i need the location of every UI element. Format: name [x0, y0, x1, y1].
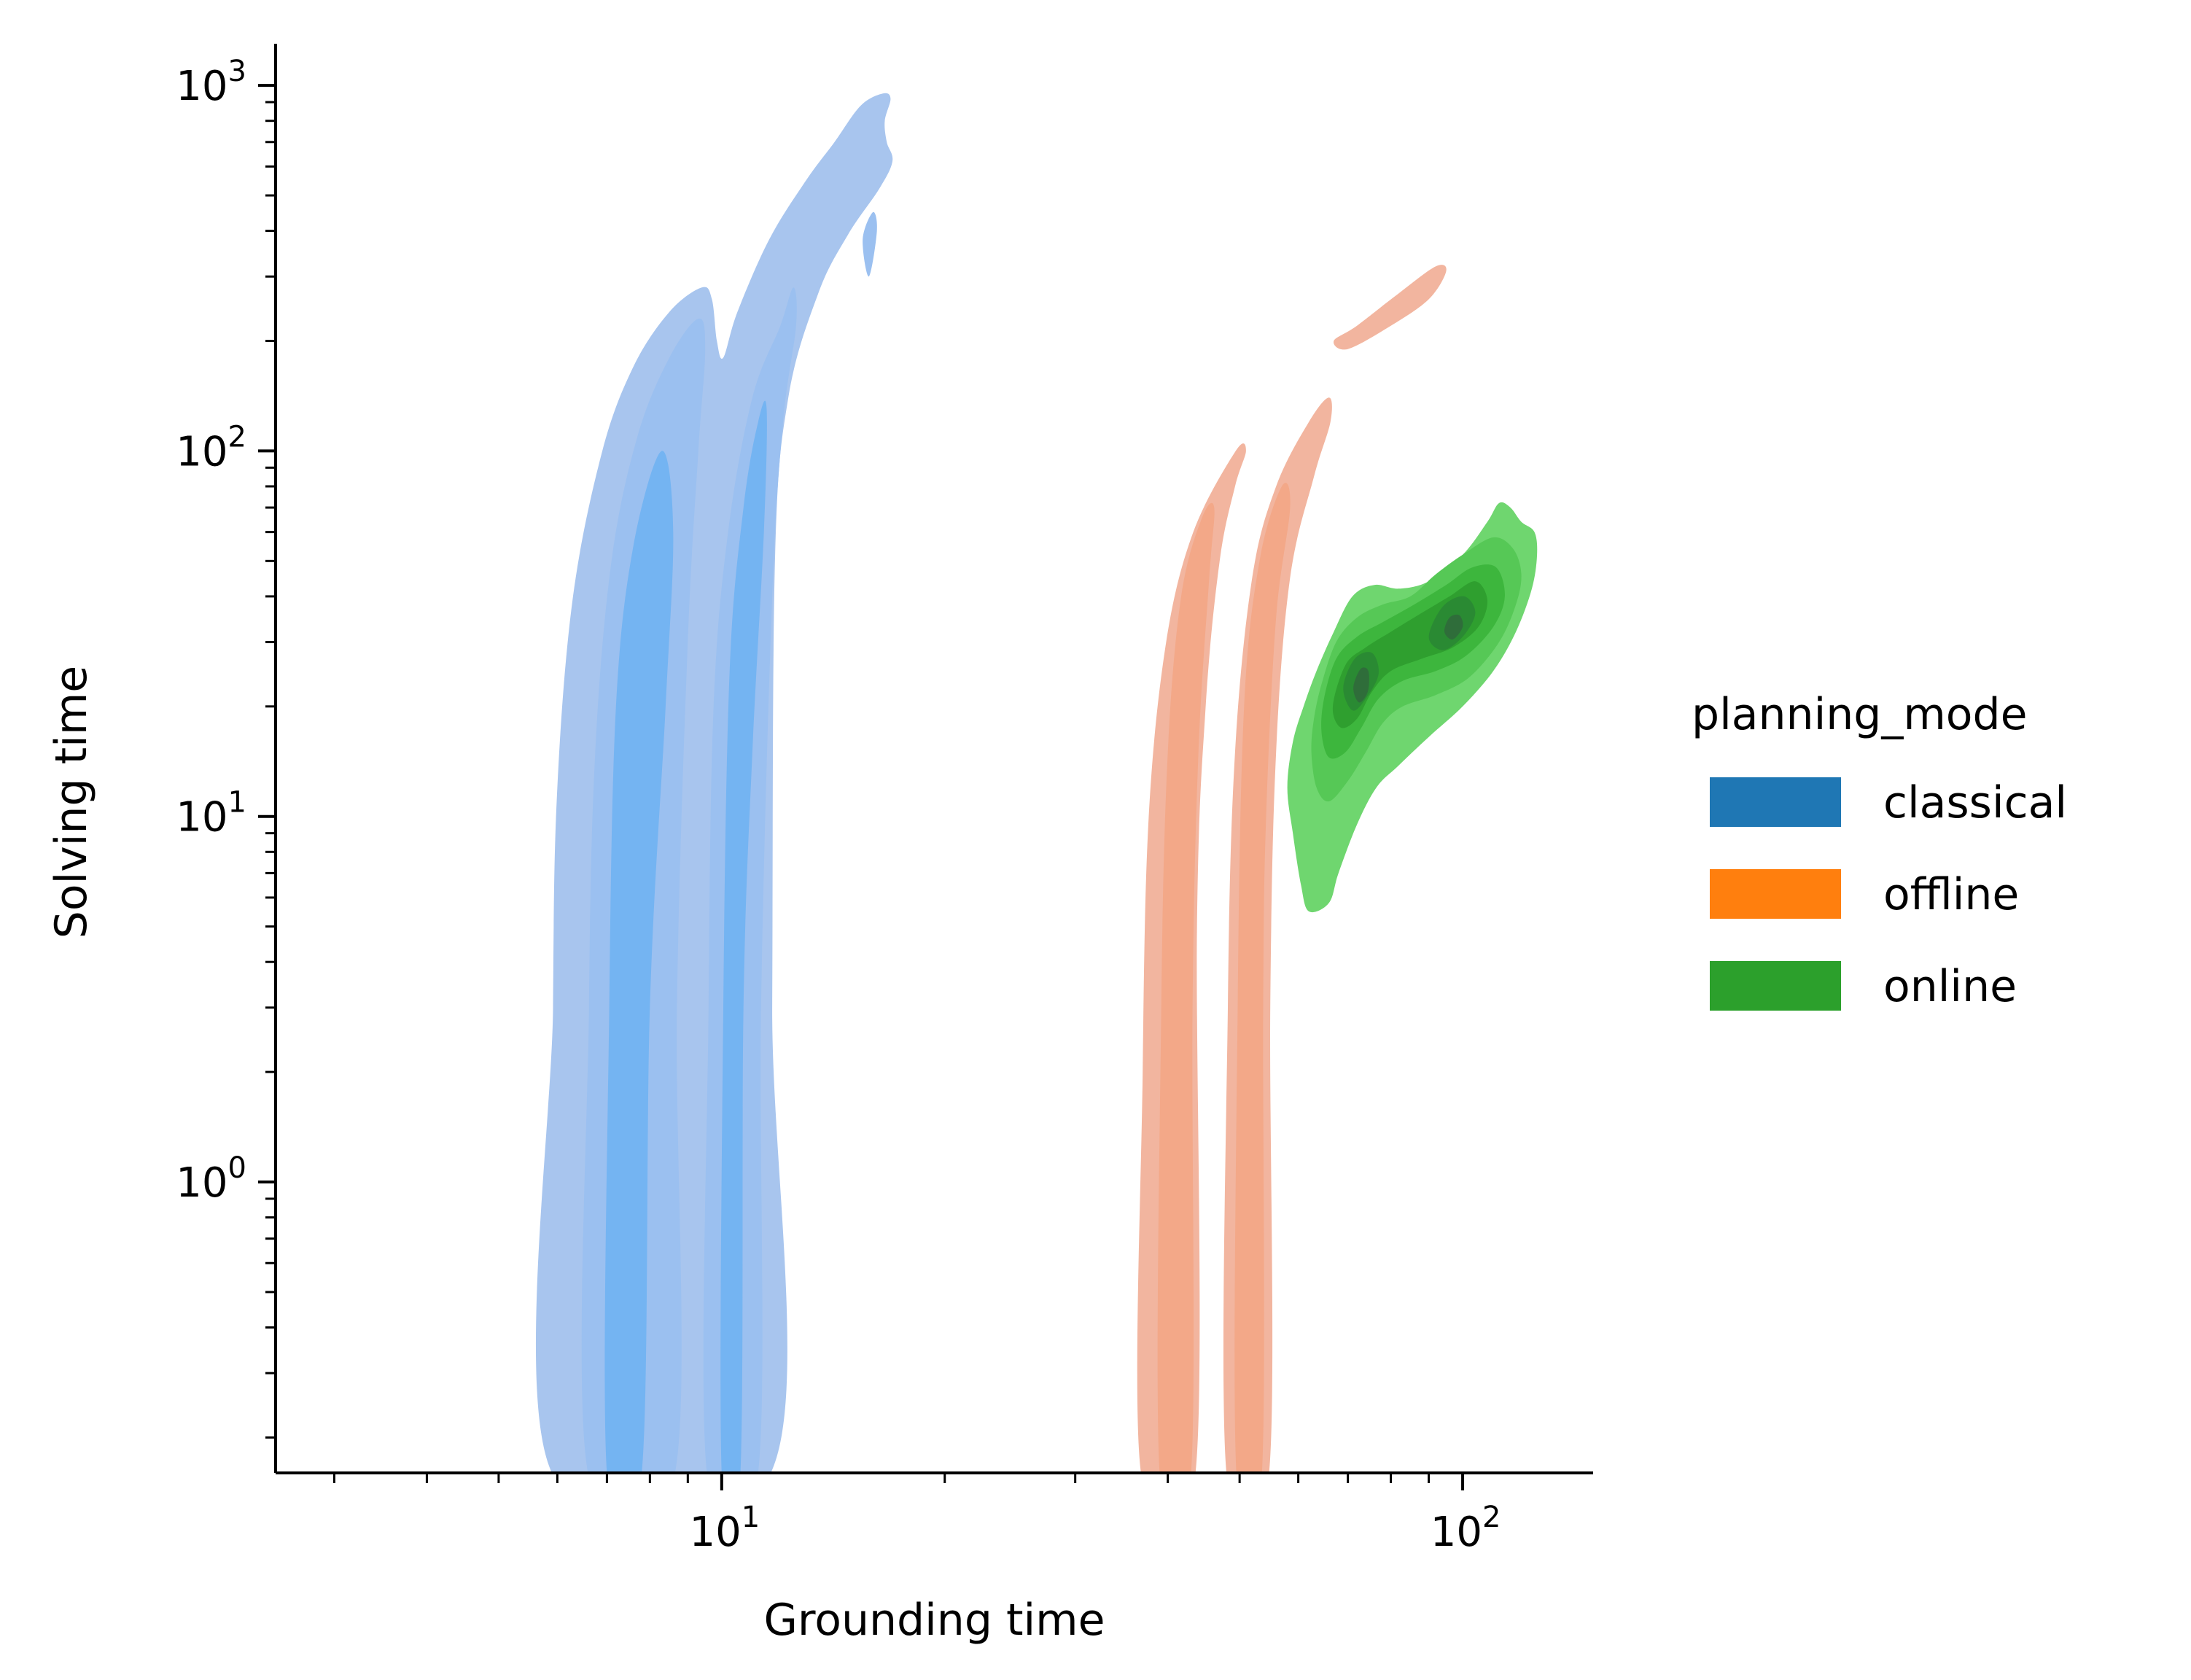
- contour-online-level-6-region-1: [1353, 667, 1369, 703]
- legend-swatch-classical: [1710, 777, 1841, 827]
- contour-offline-level-2-region-1: [1157, 502, 1215, 1473]
- y-tick-label: 100: [176, 1151, 246, 1207]
- contour-classical-level-2-region-3: [863, 211, 877, 277]
- y-axis-title: Solving time: [46, 666, 97, 938]
- contour-offline-level-2-region-2: [1234, 483, 1291, 1473]
- x-tick-label: 102: [1431, 1501, 1501, 1556]
- x-tick-label: 101: [689, 1501, 760, 1556]
- legend-title: planning_mode: [1692, 689, 2028, 740]
- y-tick-label: 103: [176, 55, 246, 110]
- legend-label-online: online: [1883, 961, 2017, 1012]
- y-tick-label: 101: [176, 786, 246, 841]
- density-offline: [1137, 265, 1447, 1473]
- legend-label-classical: classical: [1883, 777, 2067, 828]
- contour-classical-level-3-region-1: [604, 451, 674, 1473]
- legend-label-offline: offline: [1883, 869, 2019, 920]
- legend-swatch-offline: [1710, 869, 1841, 919]
- x-axis-title: Grounding time: [763, 1595, 1105, 1646]
- axes: 100 101 102 103 101 102: [176, 44, 1593, 1556]
- density-contours: [536, 93, 1538, 1473]
- legend-swatch-online: [1710, 961, 1841, 1011]
- contour-classical-level-3-region-2: [720, 400, 767, 1473]
- legend: planning_mode classical offline online: [1692, 689, 2067, 1012]
- density-online: [1287, 502, 1538, 913]
- density-classical: [536, 93, 893, 1473]
- contour-online-level-6-region-2: [1444, 614, 1463, 640]
- contour-offline-level-1-region-3: [1333, 265, 1447, 350]
- y-tick-label: 102: [176, 420, 246, 475]
